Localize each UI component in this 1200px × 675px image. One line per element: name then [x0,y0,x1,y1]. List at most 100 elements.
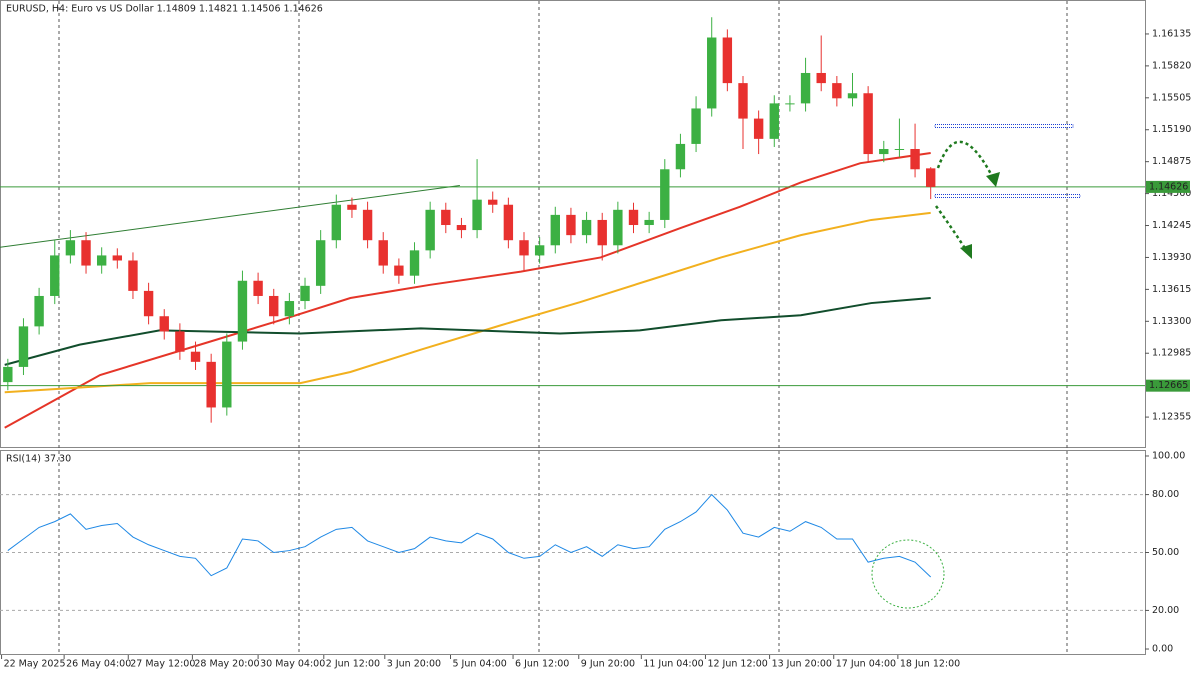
day-separators [58,1,1068,654]
y-tick-label: 1.14245 [1152,220,1191,231]
candle-body [175,331,185,352]
candle-body [675,143,686,170]
candle-body [926,168,936,187]
candle-body [362,209,373,241]
candle-body [456,225,467,231]
price-label: 1.14626 [1149,181,1188,192]
candle-body [707,37,717,109]
candle-body [738,83,748,119]
candle-body [800,72,811,104]
candle-body [143,290,154,317]
candle-body [785,103,795,105]
y-tick-label: 1.13300 [1152,316,1191,327]
resistance-zone [934,124,1074,128]
candle-body [519,240,529,256]
x-tick-label: 5 Jun 04:00 [452,659,506,670]
arrow-head [960,244,972,259]
candle-body [488,199,498,205]
y-tick-label: 80.00 [1152,489,1179,500]
candle-body [112,255,123,261]
x-tick-label: 12 Jun 12:00 [707,659,767,670]
x-tick-label: 6 Jun 12:00 [515,659,569,670]
candle-body [128,260,138,291]
x-tick-label: 18 Jun 12:00 [900,659,960,670]
x-tick-label: 9 Jun 20:00 [581,659,635,670]
price-label-box [1146,180,1190,193]
x-tick-label: 26 May 04:00 [66,659,131,670]
y-tick-label: 20.00 [1152,605,1179,616]
rsi-title: RSI(14) 37.30 [6,454,71,465]
y-tick-label: 1.15505 [1152,92,1191,103]
candle-body [628,209,639,226]
arrow-up-down [936,140,994,177]
candle-body [300,285,310,302]
candle-body [50,255,60,296]
candle-body [315,240,326,286]
y-tick-label: 50.00 [1152,547,1179,558]
x-tick-label: 28 May 20:00 [194,659,259,670]
candle-body [269,295,279,317]
candle-body [96,255,107,266]
candle-body [769,103,779,139]
candle-body [237,280,248,342]
y-tick-label: 1.13615 [1152,284,1191,295]
candle-body [644,219,654,226]
chart-title: EURUSD, H4: Euro vs US Dollar 1.14809 1.… [6,4,323,15]
candle-body [472,199,482,231]
y-tick-label: 100.00 [1152,450,1185,461]
candle-body [206,361,216,408]
y-tick-label: 1.15820 [1152,60,1191,71]
candle-body [722,37,733,84]
x-tick-label: 11 Jun 04:00 [643,659,703,670]
moving-average [0,184,460,248]
main-pane [0,0,1146,448]
y-tick-label: 1.16135 [1152,28,1191,39]
candle-body [65,240,76,256]
candle-body [394,265,404,276]
forecast-arrows [934,140,994,251]
y-tick-label: 1.14875 [1152,156,1191,167]
plot [0,17,1145,611]
candle-body [425,209,435,251]
candle-body [691,108,701,144]
candle-body [503,204,514,241]
candle-body [347,204,357,210]
candle-body [613,209,623,246]
rsi-highlight [871,539,945,609]
arrow-down [934,205,968,251]
candle-body [81,240,91,266]
x-tick-label: 17 Jun 04:00 [836,659,896,670]
candle-body [34,295,44,327]
candle-body [660,169,670,220]
candle-body [3,366,13,383]
y-tick-label: 0.00 [1152,644,1173,655]
y-tick-label: 1.12355 [1152,412,1191,423]
price-label-box [1146,379,1190,392]
x-tick-label: 13 Jun 20:00 [772,659,832,670]
candle-body [253,280,263,296]
rsi-line [7,493,932,578]
x-tick-label: 2 Jun 12:00 [326,659,380,670]
y-tick-label: 1.13930 [1152,252,1191,263]
y-tick-label: 1.15190 [1152,124,1191,135]
moving-average [4,152,931,429]
y-tick-label: 1.14560 [1152,188,1191,199]
candle-body [284,301,295,317]
candle-body [441,209,451,226]
candle-body [378,240,388,266]
x-tick-label: 30 May 04:00 [260,659,325,670]
candle-body [550,214,560,246]
candle-body [879,148,889,155]
support-zone [934,194,1081,198]
candle-body [816,72,826,84]
candle-body [222,341,232,408]
candle-body [159,316,169,332]
candle-body [331,204,341,241]
candle-body [566,214,576,236]
candle-body [581,219,592,236]
y-tick-label: 1.12985 [1152,348,1191,359]
candle-body [18,326,29,367]
candle-body [863,93,873,155]
candle-body [910,148,920,170]
